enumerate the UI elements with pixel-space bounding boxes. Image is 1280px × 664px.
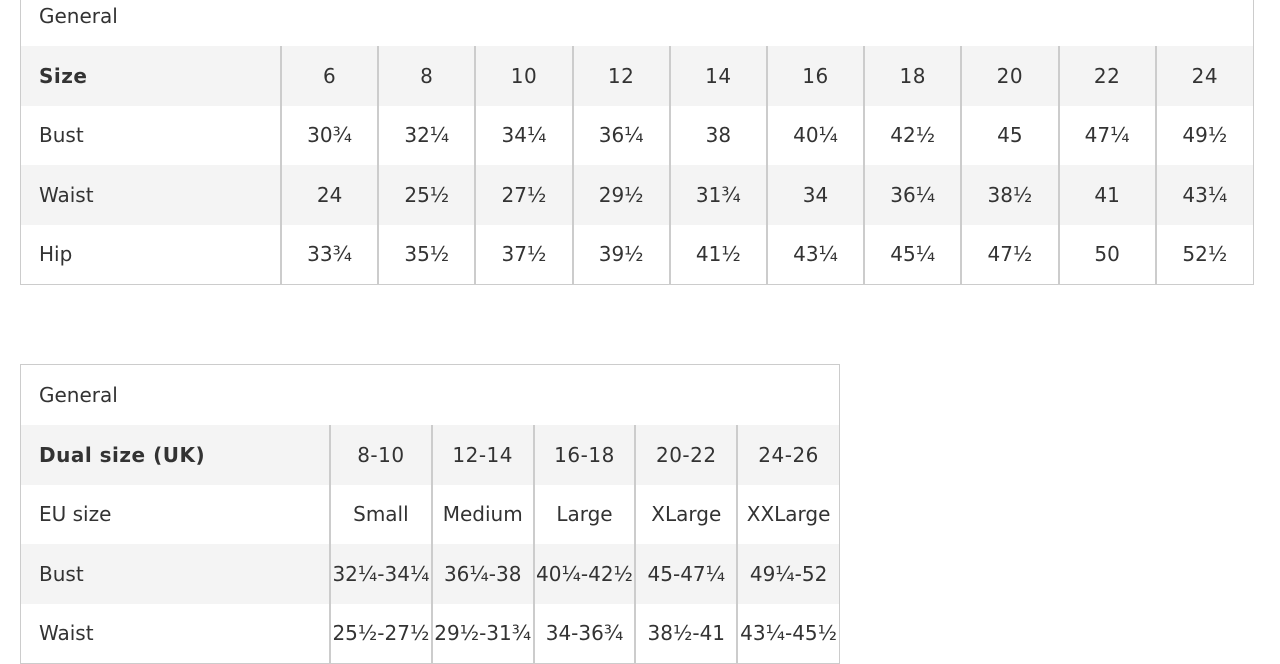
table-row: Waist 24 25½ 27½ 29½ 31¾ 34 36¼ 38½ 41 43¼ [21,165,1253,225]
column-header: 6 [279,46,379,106]
table-cell: 33¾ [279,224,379,284]
table-cell: 36¼ [863,165,962,225]
table-cell: 45 [960,105,1059,165]
header-row: Size 6 8 10 12 14 16 18 20 22 24 [21,46,1253,106]
row-label: Waist [39,621,94,646]
table-row: Hip 33¾ 35½ 37½ 39½ 41½ 43¼ 45¼ 47½ 50 52½ [21,224,1253,284]
column-header: 14 [668,46,767,106]
dual-size-chart-table: General Dual size (UK) 8-10 12-14 16-18 20-2… [20,364,840,664]
table-cell: 29½-31¾ [430,603,534,663]
table-cell: 27½ [474,165,573,225]
column-header: 10 [474,46,573,106]
table-cell: 32¼-34¼ [329,544,432,604]
table-cell: 34 [765,165,865,225]
table-row: Bust 30¾ 32¼ 34¼ 36¼ 38 40¼ 42½ 45 47¼ 49½ [21,105,1253,165]
column-header: 20 [960,46,1059,106]
table-cell: 41 [1057,165,1156,225]
table-cell: XXLarge [736,484,839,544]
table-cell: 34¼ [474,105,573,165]
table-cell: 35½ [377,224,476,284]
table-cell: 32¼ [377,105,476,165]
row-label: EU size [39,502,112,527]
column-header: 8-10 [329,425,432,485]
table-cell: 47½ [960,224,1059,284]
table-cell: 36¼-38 [430,544,534,604]
table-cell: 30¾ [279,105,379,165]
table-cell: 45¼ [863,224,962,284]
table-cell: 25½ [377,165,476,225]
column-header: 20-22 [634,425,738,485]
table-cell: 47¼ [1057,105,1156,165]
column-header: 12-14 [430,425,534,485]
column-header: 22 [1057,46,1156,106]
table-row: Bust 32¼-34¼ 36¼-38 40¼-42½ 45-47¼ 49¼-52 [21,544,839,604]
table-cell: XLarge [634,484,738,544]
table-row: Waist 25½-27½ 29½-31¾ 34-36¾ 38½-41 43¼-45½ [21,603,839,663]
header-row: Dual size (UK) 8-10 12-14 16-18 20-22 24-26 [21,425,839,485]
column-header: 8 [377,46,476,106]
table-cell: 40¼-42½ [532,544,636,604]
column-header: 18 [863,46,962,106]
table-row: EU size Small Medium Large XLarge XXLarge [21,484,839,544]
row-label: Hip [39,242,73,267]
table-cell: 43¼ [765,224,865,284]
column-header: 24-26 [736,425,839,485]
table-cell: 52½ [1154,224,1253,284]
row-label: Waist [21,165,281,225]
table-cell: 49¼-52 [736,544,839,604]
table-cell: 25½-27½ [329,603,432,663]
table-cell: 43¼-45½ [736,603,839,663]
table-cell: 24 [279,165,379,225]
table-cell: Large [532,484,636,544]
table-cell: 38½-41 [634,603,738,663]
table-cell: Small [329,484,432,544]
table-cell: 37½ [474,224,573,284]
table-cell: 43¼ [1154,165,1253,225]
table-cell: 36¼ [571,105,670,165]
size-chart-table: General Size 6 8 10 12 14 16 18 20 22 24 Bust 30¾ 32¼… [20,0,1254,285]
table-cell: 41½ [668,224,767,284]
row-label: Bust [39,123,84,148]
table-cell: Medium [430,484,534,544]
table-cell: 38½ [960,165,1059,225]
column-header: 24 [1154,46,1253,106]
table-cell: 45-47¼ [634,544,738,604]
table-cell: 31¾ [668,165,767,225]
table-caption: General [39,4,118,28]
table-cell: 50 [1057,224,1156,284]
table-cell: 49½ [1154,105,1253,165]
row-label: Dual size (UK) [21,425,330,485]
table-cell: 38 [668,105,767,165]
table-cell: 39½ [571,224,670,284]
table-cell: 29½ [571,165,670,225]
row-label: Bust [21,544,330,604]
row-label: Size [21,46,281,106]
table-cell: 40¼ [765,105,865,165]
column-header: 16 [765,46,865,106]
table-caption: General [39,383,118,407]
table-cell: 34-36¾ [532,603,636,663]
column-header: 12 [571,46,670,106]
column-header: 16-18 [532,425,636,485]
table-cell: 42½ [863,105,962,165]
